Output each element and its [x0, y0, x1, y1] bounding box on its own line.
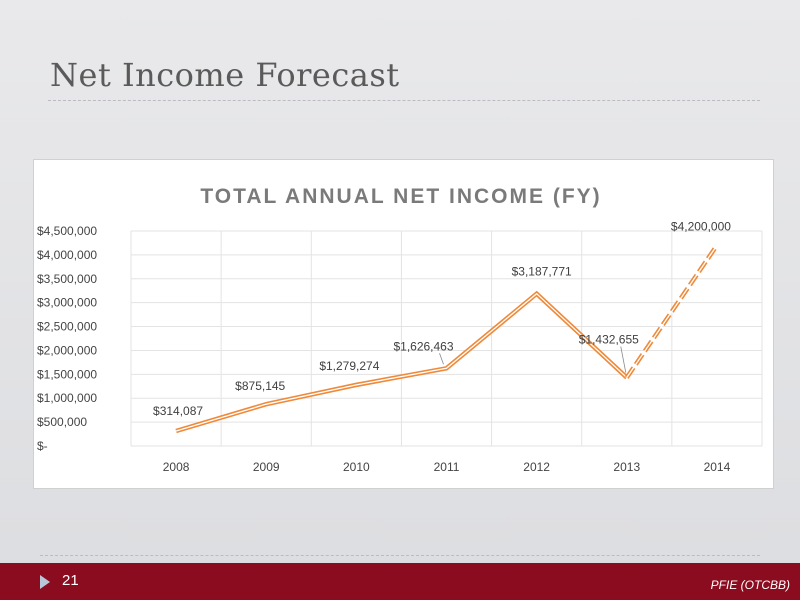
play-arrow-icon: [40, 575, 50, 589]
x-tick-label: 2014: [704, 460, 731, 474]
y-tick-label: $3,000,000: [37, 296, 97, 310]
data-label: $4,200,000: [671, 219, 731, 233]
x-tick-label: 2010: [343, 460, 370, 474]
data-label-leader: [439, 353, 444, 365]
x-tick-label: 2011: [434, 460, 460, 474]
x-axis-tick-labels: 2008 2009 2010 2011 2012 2013 2014: [163, 460, 731, 474]
chart-title: TOTAL ANNUAL NET INCOME (FY): [200, 185, 601, 208]
net-income-line-chart: TOTAL ANNUAL NET INCOME (FY) $-$500,000$…: [37, 185, 763, 474]
data-label: $1,279,274: [319, 359, 379, 373]
footer-bar: [0, 563, 800, 600]
y-tick-label: $2,500,000: [37, 320, 97, 334]
y-tick-label: $2,000,000: [37, 343, 97, 357]
series-line: [175, 244, 719, 434]
chart-panel: TOTAL ANNUAL NET INCOME (FY) $- $500,000 $…: [33, 159, 774, 489]
y-tick-label: $-: [37, 439, 48, 453]
x-tick-label: 2009: [253, 460, 280, 474]
y-tick-label: $4,500,000: [37, 224, 97, 238]
data-labels: $314,087 $875,145 $1,279,274 $1,626,463 $3,1…: [153, 219, 731, 418]
x-tick-label: 2012: [523, 460, 550, 474]
title-divider: [48, 100, 760, 101]
slide-title: Net Income Forecast: [50, 56, 400, 94]
data-label: $1,626,463: [393, 339, 453, 353]
y-tick-label: $3,500,000: [37, 272, 97, 286]
data-label: $314,087: [153, 404, 203, 418]
footer-ticker: PFIE (OTCBB): [710, 578, 790, 592]
gridlines: [130, 230, 763, 447]
y-tick-label: $500,000: [37, 415, 87, 429]
data-label: $1,432,655: [579, 333, 639, 347]
series-line-actual-inner: [175, 292, 628, 432]
x-tick-label: 2008: [163, 460, 190, 474]
y-axis-tick-labels: $- $500,000 $1,000,000 $1,500,000 $2,000,000…: [37, 224, 97, 453]
y-tick-label: $4,000,000: [37, 248, 97, 262]
y-tick-label: $1,000,000: [37, 391, 97, 405]
data-label: $875,145: [235, 379, 285, 393]
series-line-forecast-inner: [626, 244, 718, 378]
x-tick-label: 2013: [613, 460, 640, 474]
page-number: 21: [62, 572, 79, 589]
y-tick-label: $1,500,000: [37, 367, 97, 381]
footer-divider: [40, 555, 760, 556]
data-label-leader: [620, 346, 627, 373]
data-label: $3,187,771: [512, 265, 572, 279]
